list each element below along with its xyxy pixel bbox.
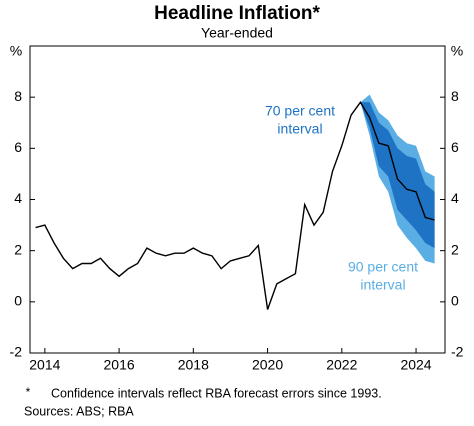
interval-label: interval	[360, 277, 405, 293]
y-tick-label: 4	[14, 190, 22, 206]
y-tick-label: 0	[14, 293, 22, 309]
y-tick-label: 2	[451, 241, 459, 257]
footnote: Confidence intervals reflect RBA forecas…	[51, 386, 382, 400]
x-tick-label: 2022	[326, 357, 357, 373]
y-tick-label: 4	[451, 190, 459, 206]
y-unit-right: %	[451, 43, 463, 59]
interval-band	[360, 102, 435, 249]
x-tick-label: 2014	[29, 357, 60, 373]
chart-title: Headline Inflation*	[154, 3, 320, 24]
y-tick-label: 0	[451, 293, 459, 309]
sources: Sources: ABS; RBA	[24, 404, 134, 418]
x-tick-label: 2020	[252, 357, 283, 373]
y-tick-label: 8	[451, 88, 459, 104]
y-tick-label: 8	[14, 88, 22, 104]
x-tick-label: 2024	[400, 357, 431, 373]
line	[35, 101, 435, 310]
x-tick-label: 2018	[178, 357, 209, 373]
chart-subtitle: Year-ended	[201, 25, 273, 41]
y-tick-label: -2	[451, 344, 464, 360]
footnote-marker: *	[26, 385, 31, 399]
interval-label: interval	[277, 121, 322, 137]
x-tick-label: 2016	[104, 357, 135, 373]
y-tick-label: -2	[10, 344, 23, 360]
interval-label: 70 per cent	[265, 103, 335, 119]
plot-frame	[29, 45, 446, 354]
y-tick-label: 6	[451, 139, 459, 155]
y-tick-label: 2	[14, 241, 22, 257]
interval-label: 90 per cent	[348, 259, 418, 275]
y-unit-left: %	[10, 43, 22, 59]
y-tick-label: 6	[14, 139, 22, 155]
